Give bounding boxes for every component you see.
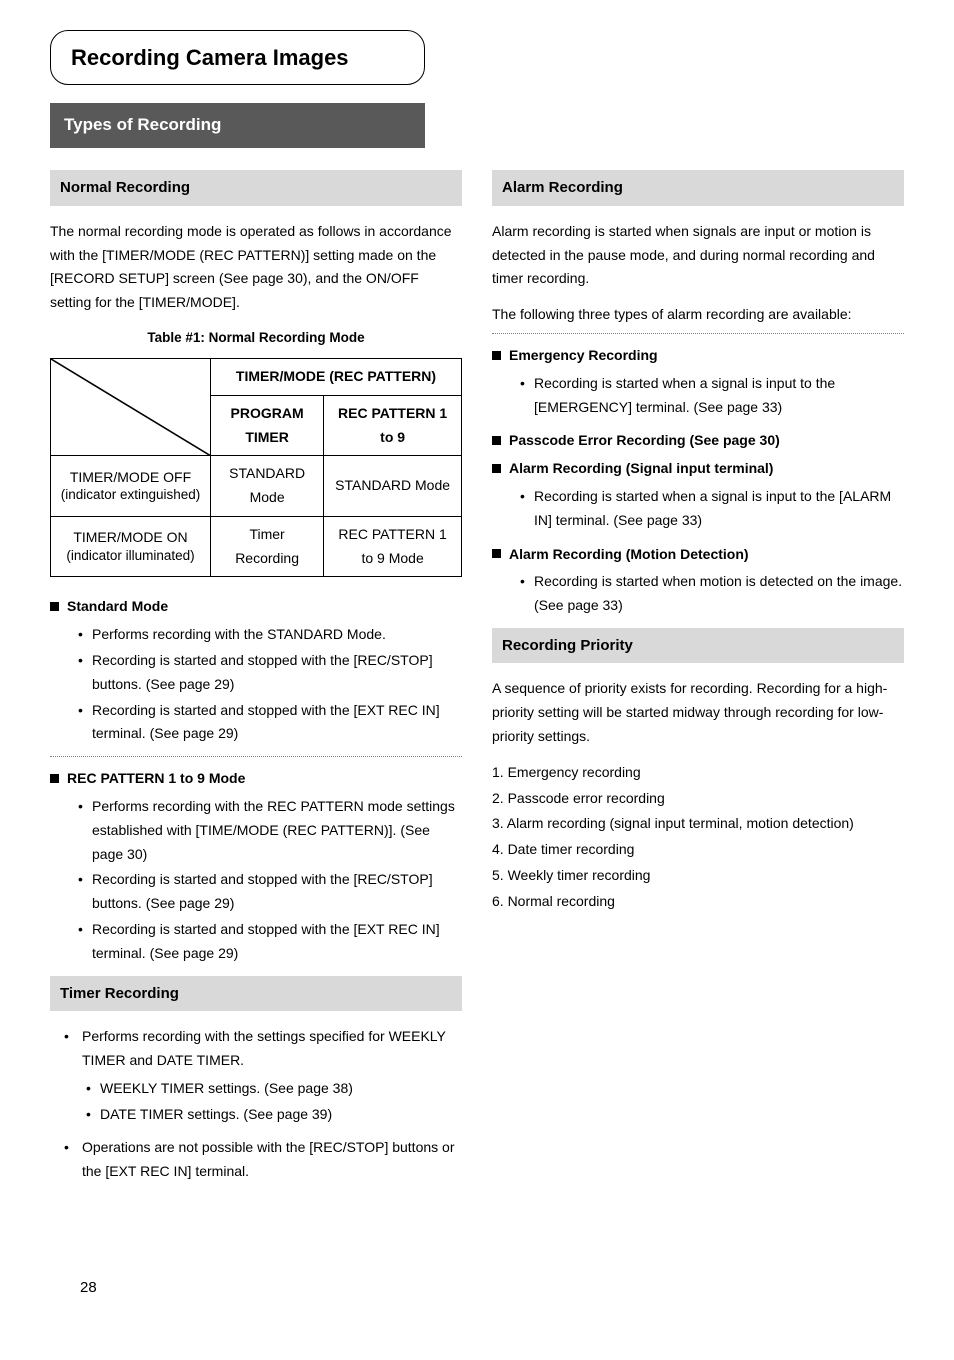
rec-pattern-title: REC PATTERN 1 to 9 Mode [67,770,245,786]
list-item: 4. Date timer recording [492,838,904,862]
square-bullet-icon [492,436,501,445]
row-label-main: TIMER/MODE OFF [59,468,202,487]
table-cell: STANDARD Mode [211,456,324,517]
list-item: Recording is started when a signal is in… [520,372,904,420]
priority-list: 1. Emergency recording 2. Passcode error… [492,761,904,914]
standard-mode-list: Performs recording with the STANDARD Mod… [50,623,462,746]
square-bullet-icon [492,464,501,473]
square-bullet-icon [50,774,59,783]
rec-pattern-list: Performs recording with the REC PATTERN … [50,795,462,966]
list-item: DATE TIMER settings. (See page 39) [86,1103,462,1127]
table-row: TIMER/MODE OFF (indicator extinguished) … [51,456,462,517]
page-title-container: Recording Camera Images [50,30,425,85]
alarm-group-heading: Alarm Recording (Signal input terminal) [492,457,904,481]
table-top-header: TIMER/MODE (REC PATTERN) [211,358,462,395]
list-item: WEEKLY TIMER settings. (See page 38) [86,1077,462,1101]
subheading-alarm-recording: Alarm Recording [492,170,904,206]
page-number: 28 [80,1275,97,1301]
table-caption: Table #1: Normal Recording Mode [50,327,462,350]
alarm-group-heading: Passcode Error Recording (See page 30) [492,429,904,453]
table-row-label: TIMER/MODE ON (indicator illuminated) [51,516,211,577]
list-item: Recording is started when motion is dete… [520,570,904,618]
section-heading: Types of Recording [50,103,425,148]
alarm-intro: Alarm recording is started when signals … [492,220,904,291]
recording-mode-table: TIMER/MODE (REC PATTERN) PROGRAM TIMER R… [50,358,462,578]
square-bullet-icon [50,602,59,611]
list-item: Performs recording with the settings spe… [64,1025,462,1126]
dotted-divider [492,333,904,334]
list-item: 3. Alarm recording (signal input termina… [492,812,904,836]
page-title: Recording Camera Images [71,39,404,76]
rec-pattern-heading: REC PATTERN 1 to 9 Mode [50,767,462,791]
alarm-group-list: Recording is started when a signal is in… [492,372,904,420]
list-item: 6. Normal recording [492,890,904,914]
subheading-recording-priority: Recording Priority [492,628,904,664]
row-label-sub: (indicator illuminated) [59,547,202,565]
list-item: Recording is started and stopped with th… [78,699,462,747]
standard-mode-heading: Standard Mode [50,595,462,619]
list-item: 1. Emergency recording [492,761,904,785]
table-cell: REC PATTERN 1 to 9 Mode [324,516,462,577]
list-item: Performs recording with the STANDARD Mod… [78,623,462,647]
alarm-group-list: Recording is started when motion is dete… [492,570,904,618]
diagonal-line-icon [51,359,210,455]
table-row-label: TIMER/MODE OFF (indicator extinguished) [51,456,211,517]
alarm-group-title: Passcode Error Recording (See page 30) [509,432,780,448]
list-item: 5. Weekly timer recording [492,864,904,888]
list-item: Recording is started and stopped with th… [78,868,462,916]
alarm-group-title: Emergency Recording [509,347,658,363]
alarm-group-heading: Alarm Recording (Motion Detection) [492,543,904,567]
alarm-group-title: Alarm Recording (Motion Detection) [509,546,749,562]
alarm-group-title: Alarm Recording (Signal input terminal) [509,460,773,476]
left-column: Normal Recording The normal recording mo… [50,170,462,1194]
alarm-intro2: The following three types of alarm recor… [492,303,904,327]
list-item: Recording is started when a signal is in… [520,485,904,533]
table-row: TIMER/MODE ON (indicator illuminated) Ti… [51,516,462,577]
table-cell: Timer Recording [211,516,324,577]
list-item: Recording is started and stopped with th… [78,649,462,697]
timer-recording-list: Performs recording with the settings spe… [50,1025,462,1184]
row-label-sub: (indicator extinguished) [59,486,202,504]
alarm-group-heading: Emergency Recording [492,344,904,368]
priority-intro: A sequence of priority exists for record… [492,677,904,748]
standard-mode-title: Standard Mode [67,598,168,614]
row-label-main: TIMER/MODE ON [59,528,202,547]
timer-sub-list: WEEKLY TIMER settings. (See page 38) DAT… [82,1077,462,1127]
list-item: Operations are not possible with the [RE… [64,1136,462,1184]
alarm-group-list: Recording is started when a signal is in… [492,485,904,533]
right-column: Alarm Recording Alarm recording is start… [492,170,904,1194]
list-item: 2. Passcode error recording [492,787,904,811]
square-bullet-icon [492,351,501,360]
list-item: Recording is started and stopped with th… [78,918,462,966]
table-col1-header: PROGRAM TIMER [211,395,324,456]
subheading-normal-recording: Normal Recording [50,170,462,206]
dotted-divider [50,756,462,757]
timer-item-text: Performs recording with the settings spe… [82,1028,446,1068]
square-bullet-icon [492,549,501,558]
subheading-timer-recording: Timer Recording [50,976,462,1012]
table-col2-header: REC PATTERN 1 to 9 [324,395,462,456]
list-item: Performs recording with the REC PATTERN … [78,795,462,866]
table-cell: STANDARD Mode [324,456,462,517]
content-columns: Normal Recording The normal recording mo… [50,170,904,1194]
table-diagonal-cell [51,358,211,455]
normal-intro: The normal recording mode is operated as… [50,220,462,315]
